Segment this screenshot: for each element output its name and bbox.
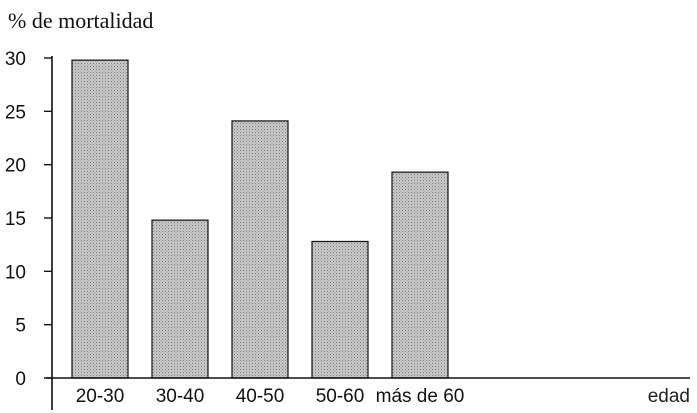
y-axis-label: % de mortalidad — [8, 8, 153, 33]
x-axis-category-labels: 20-30 30-40 40-50 50-60 más de 60 — [76, 386, 465, 407]
x-category-label: más de 60 — [376, 386, 465, 407]
bar-30-40 — [151, 219, 209, 379]
y-tick-label: 0 — [15, 369, 26, 390]
bar-50-60 — [311, 240, 369, 379]
x-category-label: 50-60 — [316, 386, 365, 407]
x-axis-label: edad — [648, 386, 690, 407]
y-tick-label: 10 — [5, 262, 26, 283]
bar-20-30 — [71, 59, 129, 379]
x-category-label: 30-40 — [156, 386, 205, 407]
y-tick-label: 20 — [5, 156, 26, 177]
y-axis-ticks: 0 5 10 15 20 25 30 — [5, 49, 52, 390]
y-tick-label: 15 — [5, 209, 26, 230]
y-tick-label: 30 — [5, 49, 26, 70]
y-tick-label: 5 — [15, 316, 26, 337]
y-tick-label: 25 — [5, 102, 26, 123]
x-category-label: 40-50 — [236, 386, 285, 407]
bar-más-de-60 — [391, 171, 449, 379]
bars — [71, 59, 449, 379]
x-category-label: 20-30 — [76, 386, 125, 407]
bar-40-50 — [231, 120, 289, 379]
